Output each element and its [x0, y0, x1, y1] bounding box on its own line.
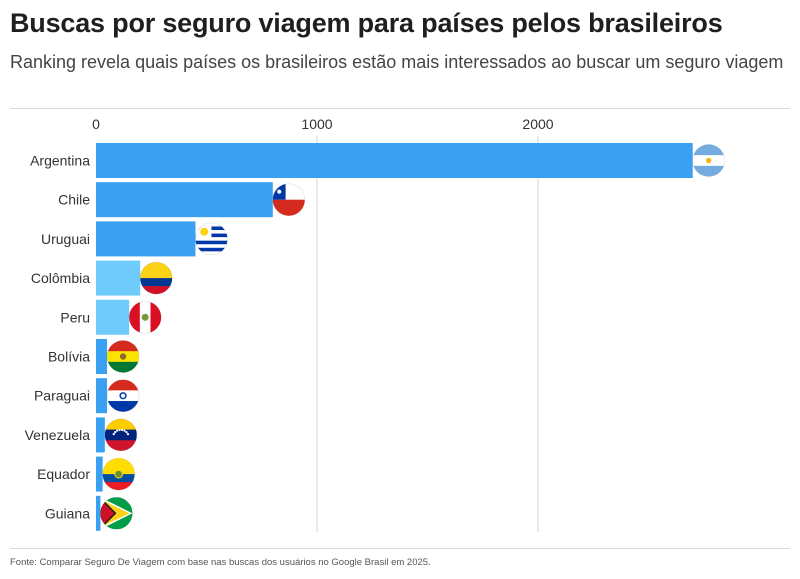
category-label: Bolívia: [48, 349, 90, 365]
peru-flag-icon: [128, 300, 162, 334]
gridlines: [316, 136, 539, 532]
bar-argentina: [96, 143, 693, 178]
bar-bolívia: [96, 339, 108, 374]
category-label: Uruguai: [41, 231, 90, 247]
bar-guiana: [96, 495, 101, 531]
bar-equador: [96, 456, 103, 492]
x-tick-label: 0: [92, 116, 100, 132]
bolivia-flag-icon: [106, 340, 140, 373]
category-label: Colômbia: [31, 270, 90, 286]
category-label: Argentina: [30, 153, 90, 169]
venezuela-flag-icon: [104, 418, 138, 452]
bars: [96, 143, 693, 531]
category-label: Chile: [58, 192, 90, 208]
bar-colômbia: [96, 260, 141, 296]
x-tick-label: 1000: [301, 116, 332, 132]
chart-subtitle: Ranking revela quais países os brasileir…: [10, 52, 784, 72]
bar-chile: [96, 182, 273, 218]
bar-uruguai: [96, 221, 196, 257]
category-label: Equador: [37, 466, 90, 482]
header-divider: [10, 108, 790, 109]
footer-divider: [10, 548, 790, 549]
category-label: Venezuela: [25, 427, 91, 443]
ecuador-flag-icon: [102, 457, 136, 491]
chile-flag-icon: [272, 183, 306, 217]
colombia-flag-icon: [139, 261, 173, 295]
chart-title: Buscas por seguro viagem para países pel…: [10, 8, 723, 38]
category-label: Paraguai: [34, 388, 90, 404]
uruguay-flag-icon: [194, 222, 228, 256]
guyana-flag-icon: [99, 496, 133, 530]
source-note: Fonte: Comparar Seguro De Viagem com bas…: [10, 557, 431, 568]
category-labels: Argentina Chile Uruguai Colômbia Peru Bolívia…: [25, 153, 91, 522]
flag-markers: [99, 144, 726, 530]
bar-peru: [96, 299, 130, 335]
bar-chart: 0 1000 2000 Argentina Chile Uruguai Colômbia P…: [25, 116, 726, 532]
category-label: Guiana: [45, 505, 90, 521]
x-axis-ticks: 0 1000 2000: [92, 116, 554, 132]
argentina-flag-icon: [692, 144, 726, 177]
paraguay-flag-icon: [106, 379, 140, 413]
x-tick-label: 2000: [522, 116, 553, 132]
bar-paraguai: [96, 378, 108, 414]
category-label: Peru: [60, 309, 90, 325]
bar-venezuela: [96, 417, 105, 453]
